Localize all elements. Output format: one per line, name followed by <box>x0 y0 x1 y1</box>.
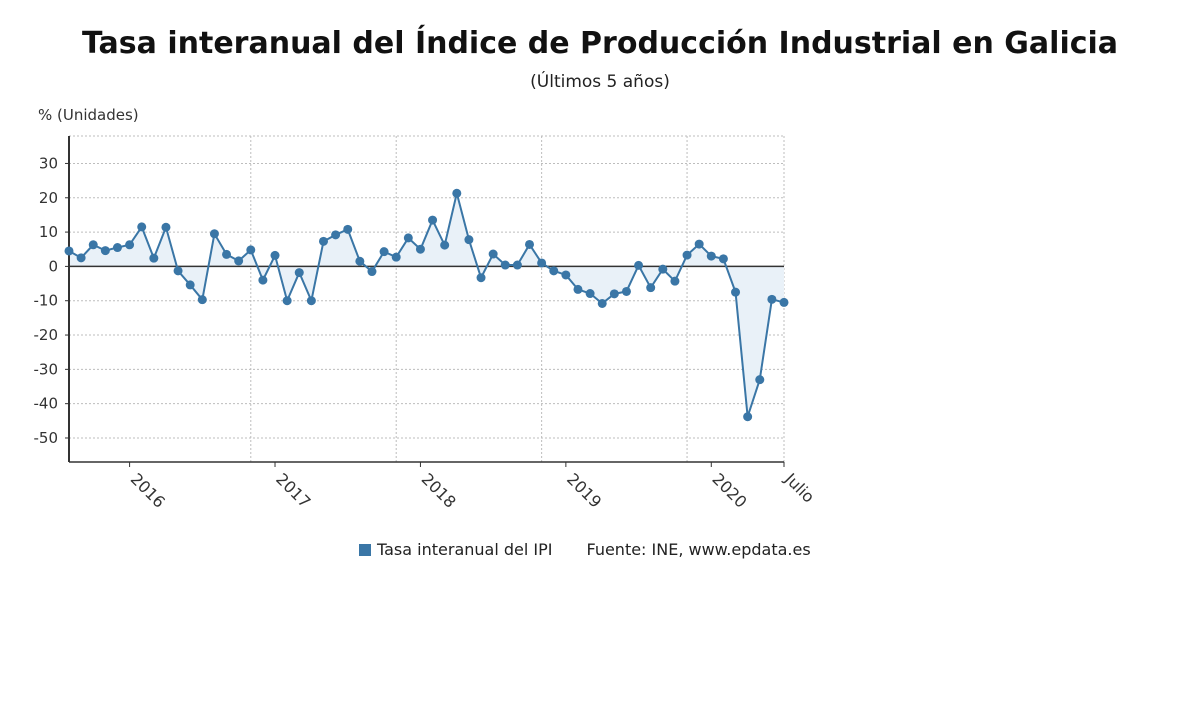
data-point <box>428 215 438 225</box>
data-point <box>537 258 547 268</box>
data-point <box>549 266 559 276</box>
data-point <box>282 296 292 306</box>
data-point <box>682 250 692 260</box>
data-point <box>367 267 377 277</box>
data-point <box>597 298 607 308</box>
x-tick-label: 2018 <box>418 469 460 511</box>
series-points <box>64 188 789 422</box>
y-tick-label: -10 <box>34 292 59 310</box>
data-point <box>731 287 741 297</box>
data-point <box>755 375 765 385</box>
data-point <box>718 254 728 264</box>
data-point <box>452 188 462 198</box>
data-point <box>149 253 159 263</box>
y-tick-label: 10 <box>39 223 58 241</box>
source-label: Fuente: INE, www.epdata.es <box>586 540 811 559</box>
data-point <box>100 246 110 256</box>
data-point <box>500 260 510 270</box>
data-point <box>694 239 704 249</box>
data-point <box>306 296 316 306</box>
data-point <box>779 297 789 307</box>
data-point <box>743 412 753 422</box>
data-point <box>258 275 268 285</box>
data-point <box>706 251 716 261</box>
data-point <box>585 289 595 299</box>
data-point <box>222 249 232 259</box>
data-point <box>161 222 171 232</box>
x-tick-labels: 2016 2017 2018 2019 2020 Julio <box>127 469 819 512</box>
data-point <box>658 264 668 274</box>
data-point <box>125 240 135 250</box>
y-tick-label: 0 <box>48 257 58 275</box>
data-point <box>476 273 486 283</box>
data-point <box>525 239 535 249</box>
data-point <box>343 224 353 234</box>
legend-swatch <box>359 543 371 556</box>
chart-title: Tasa interanual del Índice de Producción… <box>81 26 1119 61</box>
series-area-fill <box>69 193 784 417</box>
x-tick-label: 2020 <box>708 469 750 511</box>
data-point <box>270 250 280 260</box>
data-point <box>64 246 74 256</box>
data-point <box>464 235 474 245</box>
x-tick-label: 2019 <box>563 469 605 511</box>
data-point <box>112 243 122 253</box>
data-point <box>391 252 401 262</box>
grid-lines <box>69 135 785 462</box>
data-point <box>403 233 413 243</box>
y-tick-label: -30 <box>34 360 59 378</box>
data-point <box>185 280 195 290</box>
data-point <box>173 266 183 276</box>
data-point <box>294 268 304 278</box>
y-tick-label: -40 <box>34 395 59 413</box>
data-point <box>379 247 389 257</box>
y-tick-label: -20 <box>34 326 59 344</box>
chart-subtitle: (Últimos 5 años) <box>530 72 670 92</box>
data-point <box>561 270 571 280</box>
data-point <box>609 289 619 299</box>
y-tick-labels: 30 20 10 0 -10 -20 -30 -40 -50 <box>34 154 59 447</box>
data-point <box>670 276 680 286</box>
data-point <box>331 230 341 240</box>
x-tick-label: Julio <box>780 469 818 507</box>
data-point <box>209 229 219 239</box>
data-point <box>415 244 425 254</box>
y-tick-label: 30 <box>39 154 58 172</box>
series-line <box>68 193 785 418</box>
x-tick-label: 2016 <box>127 469 169 511</box>
legend-series-label: Tasa interanual del IPI <box>377 540 553 559</box>
data-point <box>355 256 365 266</box>
data-point <box>234 256 244 266</box>
y-axis-label: % (Unidades) <box>38 106 139 124</box>
data-point <box>197 295 207 305</box>
data-point <box>440 240 450 250</box>
data-point <box>318 236 328 246</box>
data-point <box>621 286 631 296</box>
data-point <box>76 253 86 263</box>
data-point <box>573 284 583 294</box>
data-point <box>512 260 522 270</box>
data-point <box>646 283 656 293</box>
data-point <box>634 260 644 270</box>
y-tick-label: 20 <box>39 189 58 207</box>
x-tick-label: 2017 <box>272 469 314 511</box>
data-point <box>246 245 256 255</box>
axes <box>65 136 785 467</box>
data-point <box>767 294 777 304</box>
legend: Tasa interanual del IPI Fuente: INE, www… <box>359 540 811 559</box>
data-point <box>488 249 498 259</box>
data-point <box>137 222 147 232</box>
data-point <box>88 240 98 250</box>
y-tick-label: -50 <box>34 429 59 447</box>
